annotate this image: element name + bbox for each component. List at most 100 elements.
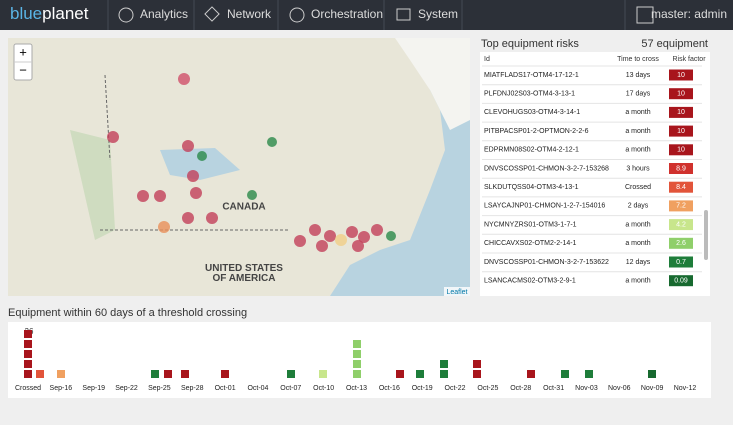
x-tick-label: Crossed xyxy=(15,385,41,392)
equipment-id[interactable]: CLEVOHUGS03-OTM4-3-14-1 xyxy=(484,109,580,116)
item-square[interactable] xyxy=(24,360,32,368)
time-to-cross: 13 days xyxy=(626,72,651,79)
risk-factor: 10 xyxy=(677,91,685,98)
item-square[interactable] xyxy=(527,370,535,378)
risk-factor: 10 xyxy=(677,147,685,154)
time-to-cross: 2 days xyxy=(628,203,649,210)
attribution[interactable]: Leaflet xyxy=(446,289,467,296)
x-tick-label: Oct-31 xyxy=(543,385,564,392)
item-square[interactable] xyxy=(181,370,189,378)
x-tick-label: Oct-25 xyxy=(477,385,498,392)
x-tick-label: Oct-28 xyxy=(510,385,531,392)
x-tick-label: Nov-06 xyxy=(608,385,631,392)
item-square[interactable] xyxy=(561,370,569,378)
item-square[interactable] xyxy=(440,370,448,378)
risk-badge xyxy=(669,125,693,137)
equipment-id[interactable]: DNVSCOSSP01-CHMON-3-2-7-153622 xyxy=(484,259,609,266)
item-square[interactable] xyxy=(585,370,593,378)
item-square[interactable] xyxy=(287,370,295,378)
x-tick-label: Nov-09 xyxy=(641,385,664,392)
equipment-id[interactable]: DNVSCOSSP01-CHMON-3-2-7-153268 xyxy=(484,165,609,172)
item-square[interactable] xyxy=(151,370,159,378)
risk-factor: 0.09 xyxy=(674,278,688,285)
item-square[interactable] xyxy=(648,370,656,378)
risk-badge xyxy=(669,88,693,100)
time-to-cross: Crossed xyxy=(625,184,651,191)
nav-item[interactable]: System xyxy=(418,7,458,21)
risk-badge xyxy=(669,106,693,118)
risk-badge xyxy=(669,256,693,268)
x-tick-label: Oct-07 xyxy=(280,385,301,392)
item-square[interactable] xyxy=(24,370,32,378)
risk-factor: 2.6 xyxy=(676,240,686,247)
user[interactable]: master: admin xyxy=(651,7,727,21)
risk-badge xyxy=(669,200,693,212)
equipment-count: 57 equipment xyxy=(641,38,708,50)
zoom-out[interactable]: − xyxy=(19,62,27,77)
equipment-id[interactable]: LSANCACMS02-OTM3-2-9-1 xyxy=(484,278,576,285)
equipment-id[interactable]: EDPRMN08S02-OTM4-2-12-1 xyxy=(484,147,579,154)
risk-badge xyxy=(669,219,693,231)
risk-factor: 0.7 xyxy=(676,259,686,266)
risk-badge xyxy=(669,275,693,287)
risk-factor: 10 xyxy=(677,109,685,116)
x-tick-label: Oct-13 xyxy=(346,385,367,392)
nav-item[interactable]: Analytics xyxy=(140,7,188,21)
map-label: UNITED STATES OF AMERICA xyxy=(205,263,283,284)
item-square[interactable] xyxy=(440,360,448,368)
x-tick-label: Oct-04 xyxy=(247,385,268,392)
equipment-id[interactable]: NYCMNYZRS01-OTM3-1-7-1 xyxy=(484,221,577,228)
time-to-cross: 12 days xyxy=(626,259,651,266)
time-to-cross: 17 days xyxy=(626,91,651,98)
item-square[interactable] xyxy=(36,370,44,378)
item-square[interactable] xyxy=(24,330,32,338)
icon xyxy=(118,7,134,23)
zoom-in[interactable]: + xyxy=(19,44,27,59)
equipment-id[interactable]: PLFDNJ02S03-OTM4-3-13-1 xyxy=(484,91,575,98)
map-label: CANADA xyxy=(222,202,265,213)
nav-item[interactable]: Network xyxy=(227,7,272,21)
equipment-id[interactable]: SLKDUTQSS04-OTM3-4-13-1 xyxy=(484,184,579,191)
brand: blueplanet xyxy=(10,4,89,23)
brand-b: planet xyxy=(42,4,89,23)
item-square[interactable] xyxy=(221,370,229,378)
item-square[interactable] xyxy=(164,370,172,378)
risk-factor: 8.9 xyxy=(676,165,686,172)
col-header: Id xyxy=(484,56,490,63)
risk-factor: 7.2 xyxy=(676,203,686,210)
x-tick-label: Oct-16 xyxy=(379,385,400,392)
x-tick-label: Oct-22 xyxy=(445,385,466,392)
item-square[interactable] xyxy=(57,370,65,378)
item-square[interactable] xyxy=(24,340,32,348)
risk-badge xyxy=(669,181,693,193)
scrollbar[interactable] xyxy=(704,210,708,260)
nav-item[interactable]: Orchestration xyxy=(311,7,383,21)
equipment-id[interactable]: CHICCAVXS02-OTM2-2-14-1 xyxy=(484,240,577,247)
x-tick-label: Sep-16 xyxy=(50,385,73,392)
equipment-id[interactable]: MIATFLADS17-OTM4-17-12-1 xyxy=(484,72,579,79)
icon xyxy=(396,8,411,21)
item-square[interactable] xyxy=(353,340,361,348)
risk-factor: 4.2 xyxy=(676,221,686,228)
item-square[interactable] xyxy=(416,370,424,378)
time-to-cross: a month xyxy=(625,240,650,247)
x-tick-label: Sep-25 xyxy=(148,385,171,392)
x-tick-label: Oct-10 xyxy=(313,385,334,392)
item-square[interactable] xyxy=(353,360,361,368)
time-to-cross: a month xyxy=(625,221,650,228)
equipment-id[interactable]: LSAYCAJNP01-CHMON-1-2-7-154016 xyxy=(484,203,605,210)
item-square[interactable] xyxy=(353,350,361,358)
item-square[interactable] xyxy=(473,370,481,378)
risk-factor: 10 xyxy=(677,72,685,79)
risk-factor: 8.4 xyxy=(676,184,686,191)
item-square[interactable] xyxy=(319,370,327,378)
x-tick-label: Sep-22 xyxy=(115,385,138,392)
item-square[interactable] xyxy=(396,370,404,378)
item-square[interactable] xyxy=(353,370,361,378)
item-square[interactable] xyxy=(24,350,32,358)
x-tick-label: Sep-28 xyxy=(181,385,204,392)
item-square[interactable] xyxy=(473,360,481,368)
equipment-id[interactable]: PITBPACSP01-2-OPTMON-2-2-6 xyxy=(484,128,589,135)
map[interactable]: CANADA UNITED STATES OF AMERICA + − Leafl… xyxy=(8,38,470,296)
